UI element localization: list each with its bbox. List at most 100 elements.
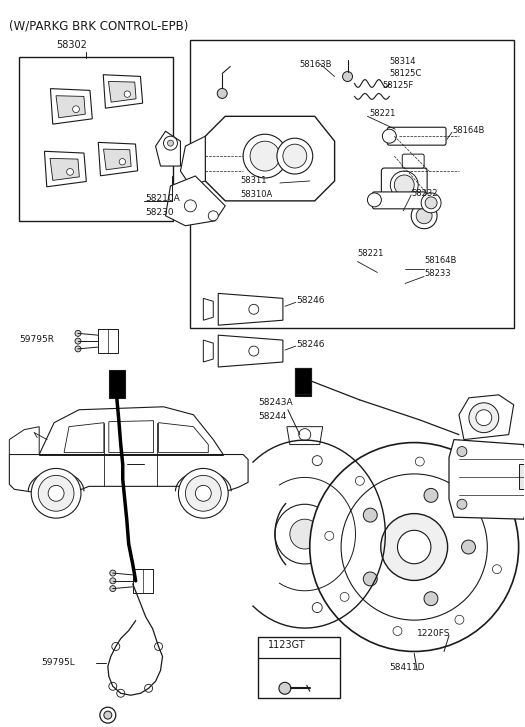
Text: 58411D: 58411D	[390, 664, 425, 672]
Circle shape	[381, 513, 448, 580]
Circle shape	[275, 505, 334, 564]
Circle shape	[167, 140, 173, 146]
Polygon shape	[287, 427, 323, 445]
Polygon shape	[109, 421, 154, 452]
Polygon shape	[205, 116, 334, 201]
Polygon shape	[50, 158, 79, 180]
Text: 58244: 58244	[258, 411, 287, 421]
Circle shape	[472, 484, 481, 493]
Circle shape	[393, 627, 402, 635]
Bar	[109, 370, 125, 398]
Circle shape	[124, 91, 131, 97]
Polygon shape	[103, 149, 131, 170]
Circle shape	[343, 71, 352, 81]
Circle shape	[75, 330, 81, 337]
Text: 58243A: 58243A	[258, 398, 292, 407]
Text: 58221: 58221	[358, 249, 384, 257]
Circle shape	[457, 499, 467, 509]
Text: 1220FS: 1220FS	[417, 629, 450, 638]
Polygon shape	[109, 81, 136, 102]
Circle shape	[390, 171, 418, 199]
Circle shape	[397, 530, 431, 563]
FancyBboxPatch shape	[381, 168, 427, 202]
Circle shape	[104, 711, 112, 719]
Circle shape	[411, 203, 437, 229]
Text: 58125F: 58125F	[382, 81, 414, 89]
Text: 1123GT: 1123GT	[268, 640, 306, 649]
Circle shape	[154, 643, 163, 651]
Circle shape	[75, 346, 81, 352]
Text: 58233: 58233	[424, 270, 451, 278]
Circle shape	[415, 457, 424, 466]
Circle shape	[31, 468, 81, 518]
Bar	[133, 569, 153, 593]
Circle shape	[457, 446, 467, 457]
Circle shape	[178, 468, 228, 518]
Circle shape	[249, 305, 259, 314]
Circle shape	[217, 89, 227, 98]
Circle shape	[72, 106, 79, 113]
Circle shape	[250, 141, 280, 171]
Text: 58230: 58230	[145, 208, 174, 217]
Circle shape	[243, 134, 287, 178]
Circle shape	[363, 508, 377, 522]
Circle shape	[325, 531, 334, 540]
Circle shape	[112, 643, 120, 651]
Circle shape	[110, 578, 116, 584]
Circle shape	[421, 193, 441, 213]
Polygon shape	[449, 440, 525, 519]
Circle shape	[290, 519, 320, 549]
Text: 58163B: 58163B	[300, 60, 332, 68]
Polygon shape	[98, 142, 138, 176]
Text: 58246: 58246	[296, 340, 324, 349]
Circle shape	[341, 474, 487, 620]
Circle shape	[394, 175, 414, 195]
Polygon shape	[203, 340, 213, 362]
Polygon shape	[203, 298, 213, 320]
FancyBboxPatch shape	[372, 192, 426, 209]
Circle shape	[279, 683, 291, 694]
Text: 58164B: 58164B	[424, 256, 457, 265]
Polygon shape	[9, 454, 248, 492]
Circle shape	[476, 410, 492, 426]
Circle shape	[362, 566, 372, 577]
FancyBboxPatch shape	[387, 127, 446, 145]
Circle shape	[382, 129, 396, 143]
Circle shape	[363, 572, 377, 586]
Circle shape	[119, 158, 125, 165]
Polygon shape	[218, 335, 283, 367]
Polygon shape	[64, 422, 104, 452]
Circle shape	[340, 593, 349, 601]
Circle shape	[310, 443, 519, 651]
Bar	[295, 368, 311, 395]
Circle shape	[100, 707, 116, 723]
Text: 58164B: 58164B	[452, 126, 485, 135]
Polygon shape	[159, 422, 208, 452]
Polygon shape	[45, 151, 86, 187]
Polygon shape	[155, 132, 181, 166]
Polygon shape	[218, 294, 283, 325]
Circle shape	[492, 565, 501, 574]
Text: 58246: 58246	[296, 297, 324, 305]
Polygon shape	[9, 427, 39, 454]
Circle shape	[368, 193, 381, 207]
Polygon shape	[181, 136, 205, 186]
Circle shape	[48, 486, 64, 502]
Circle shape	[424, 489, 438, 502]
Polygon shape	[165, 176, 225, 225]
Text: 58210A: 58210A	[145, 194, 181, 203]
Circle shape	[208, 211, 218, 221]
Circle shape	[117, 689, 125, 697]
Circle shape	[249, 346, 259, 356]
Circle shape	[312, 456, 322, 465]
Bar	[258, 637, 340, 698]
Circle shape	[185, 475, 221, 511]
Circle shape	[110, 570, 116, 576]
Text: 58310A: 58310A	[240, 190, 272, 199]
Circle shape	[469, 403, 499, 433]
Circle shape	[144, 684, 153, 692]
Text: 58314: 58314	[390, 57, 416, 65]
Circle shape	[75, 338, 81, 344]
Text: 58221: 58221	[370, 109, 396, 119]
Circle shape	[425, 197, 437, 209]
